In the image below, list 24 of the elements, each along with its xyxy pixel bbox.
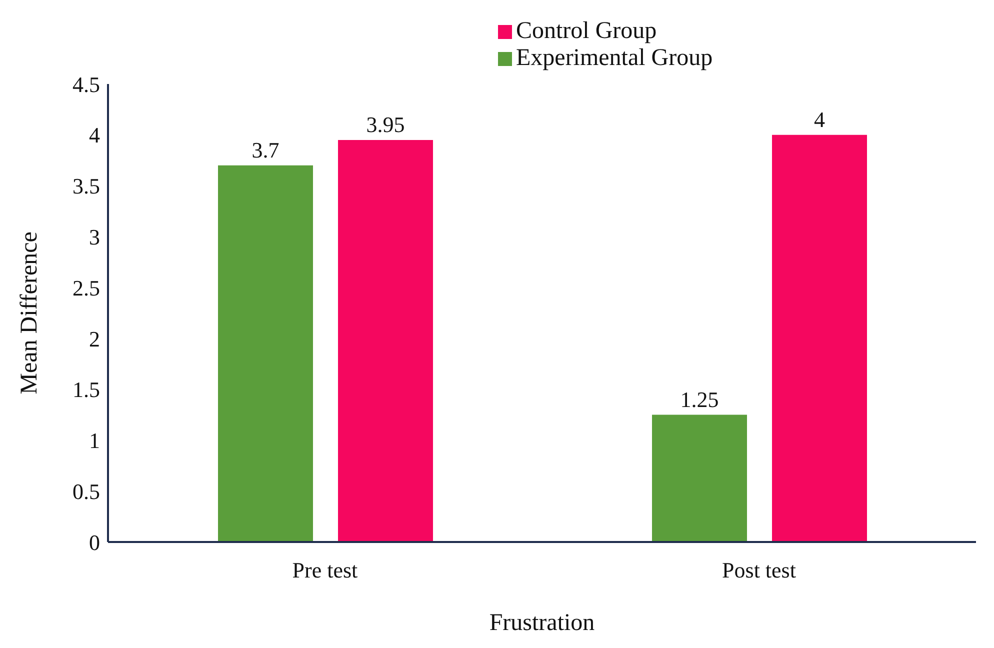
y-tick-label: 0 xyxy=(89,530,100,555)
data-label: 1.25 xyxy=(680,386,719,412)
x-tick-label: Pre test xyxy=(292,558,358,583)
legend-label: Control Group xyxy=(516,18,657,44)
data-label: 3.95 xyxy=(366,112,405,137)
y-tick-label: 0.5 xyxy=(72,478,100,504)
bar xyxy=(652,414,747,542)
y-tick-label: 2.5 xyxy=(72,275,100,300)
x-axis-title: Frustration xyxy=(489,610,595,636)
bar xyxy=(772,134,867,542)
y-tick-label: 4 xyxy=(89,122,100,148)
bar xyxy=(338,140,433,542)
data-label: 3.7 xyxy=(252,137,280,162)
y-tick-label: 1.5 xyxy=(72,377,100,402)
bar xyxy=(218,165,313,542)
data-label: 4 xyxy=(814,106,825,132)
y-tick-label: 3 xyxy=(89,224,100,250)
y-tick-label: 3.5 xyxy=(72,174,100,199)
y-tick-label: 2 xyxy=(89,326,100,352)
legend-label: Experimental Group xyxy=(516,45,713,71)
y-tick-label: 4.5 xyxy=(72,72,100,97)
y-axis-title: Mean Difference xyxy=(16,232,43,394)
y-tick-label: 1 xyxy=(89,428,100,454)
x-tick-label: Post test xyxy=(722,558,796,583)
